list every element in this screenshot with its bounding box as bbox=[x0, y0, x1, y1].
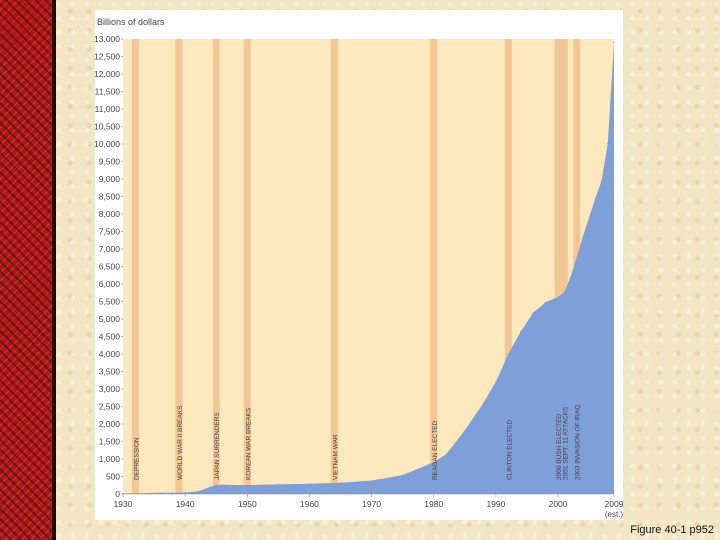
event-bar-6 bbox=[504, 39, 512, 494]
y-tick-label-5000: 5,000 bbox=[99, 314, 121, 324]
data-point-1988 bbox=[482, 402, 485, 404]
event-label-6: CLINTON ELECTED bbox=[506, 419, 513, 480]
x-tick-label-2000: 2000 bbox=[549, 499, 568, 509]
data-point-1944 bbox=[209, 486, 211, 488]
event-bar-8 bbox=[560, 39, 568, 494]
event-bar-7 bbox=[554, 39, 562, 494]
y-tick-label-3000: 3,000 bbox=[99, 384, 121, 394]
debt-chart: Billions of dollars DEPRESSION WORLD WAR … bbox=[94, 17, 624, 519]
figure-caption: Figure 40-1 p952 bbox=[630, 524, 714, 536]
y-tick-label-4500: 4,500 bbox=[99, 332, 121, 342]
y-tick-label-8500: 8,500 bbox=[99, 192, 121, 202]
event-bar-2 bbox=[212, 39, 220, 494]
y-tick-label-7000: 7,000 bbox=[99, 244, 121, 254]
data-point-1990 bbox=[495, 381, 497, 383]
y-tick-label-8000: 8,000 bbox=[99, 209, 121, 219]
x-tick-label-1960: 1960 bbox=[300, 499, 319, 509]
y-tick-label-3500: 3,500 bbox=[99, 367, 121, 377]
data-point-2002 bbox=[569, 276, 572, 278]
data-point-1942 bbox=[196, 490, 199, 493]
x-tick-label-1940: 1940 bbox=[176, 499, 195, 509]
decorative-side-border bbox=[0, 0, 56, 540]
event-label-4: VIETNAM WAR bbox=[332, 434, 339, 480]
data-point-2005 bbox=[588, 216, 590, 218]
event-bar-0 bbox=[131, 39, 139, 494]
x-tick-label-1990: 1990 bbox=[486, 499, 505, 509]
series-area-national-debt bbox=[123, 42, 614, 494]
event-label-9: 2003 INVASION OF IRAQ bbox=[575, 405, 582, 480]
y-tick-label-4000: 4,000 bbox=[99, 349, 121, 359]
y-tick-label-12500: 12,500 bbox=[95, 52, 120, 62]
y-tick-label-12000: 12,000 bbox=[95, 69, 120, 79]
data-point-1938 bbox=[172, 492, 174, 494]
x-tick-label-1980: 1980 bbox=[424, 499, 443, 509]
event-label-3: KOREAN WAR BREAKS bbox=[245, 407, 252, 480]
data-point-1955 bbox=[277, 483, 279, 486]
data-point-1996 bbox=[532, 312, 534, 314]
y-tick-label-6000: 6,000 bbox=[99, 279, 121, 289]
x-axis-note: (est.) bbox=[605, 510, 623, 519]
y-tick-label-10500: 10,500 bbox=[95, 122, 120, 132]
data-point-1936 bbox=[159, 492, 161, 494]
y-tick-label-500: 500 bbox=[106, 472, 120, 482]
data-point-1970 bbox=[371, 480, 373, 482]
data-point-1934 bbox=[147, 492, 149, 494]
x-tick-label-1930: 1930 bbox=[114, 499, 133, 509]
data-point-1940 bbox=[184, 491, 186, 494]
y-tick-label-9500: 9,500 bbox=[99, 157, 121, 167]
y-tick-label-1000: 1,000 bbox=[99, 454, 121, 464]
y-tick-label-9000: 9,000 bbox=[99, 174, 121, 184]
y-tick-label-1500: 1,500 bbox=[99, 437, 121, 447]
data-point-2000 bbox=[557, 296, 559, 298]
y-tick-label-7500: 7,500 bbox=[99, 227, 121, 237]
data-point-1946 bbox=[221, 483, 224, 486]
data-point-2004 bbox=[582, 235, 584, 238]
data-point-1960 bbox=[308, 483, 311, 485]
event-label-8: 2001 SEPT. 11 ATTACKS bbox=[562, 406, 569, 480]
data-point-1932 bbox=[134, 492, 137, 494]
data-point-2003 bbox=[576, 256, 578, 258]
event-bar-4 bbox=[330, 39, 338, 494]
event-label-1: WORLD WAR II BREAKS bbox=[177, 405, 184, 480]
event-label-0: DEPRESSION bbox=[133, 437, 140, 480]
y-tick-label-10000: 10,000 bbox=[95, 139, 120, 149]
y-axis-label: Billions of dollars bbox=[97, 17, 165, 27]
data-point-1998 bbox=[545, 301, 547, 303]
chart-panel: Billions of dollars DEPRESSION WORLD WAR … bbox=[94, 10, 624, 520]
data-point-2007 bbox=[600, 180, 603, 182]
event-label-5: REAGAN ELECTED bbox=[432, 420, 439, 480]
x-tick-label-1970: 1970 bbox=[362, 499, 381, 509]
y-tick-label-6500: 6,500 bbox=[99, 262, 121, 272]
data-point-1950 bbox=[246, 484, 248, 486]
data-point-1992 bbox=[507, 353, 509, 355]
event-bar-3 bbox=[243, 39, 251, 494]
event-label-2: JAPAN SURRENDERS bbox=[214, 412, 221, 480]
data-point-2001 bbox=[563, 291, 565, 293]
event-bar-1 bbox=[175, 39, 183, 494]
y-tick-label-11500: 11,500 bbox=[95, 87, 120, 97]
data-point-1948 bbox=[234, 484, 236, 486]
y-tick-label-11000: 11,000 bbox=[95, 104, 120, 114]
y-tick-label-5500: 5,500 bbox=[99, 297, 121, 307]
y-tick-label-2000: 2,000 bbox=[99, 419, 121, 429]
data-point-2008 bbox=[607, 142, 609, 144]
x-tick-label-2009: 2009 bbox=[605, 499, 623, 509]
data-point-1965 bbox=[339, 482, 342, 484]
event-bar-5 bbox=[430, 39, 438, 494]
data-point-1994 bbox=[520, 330, 522, 333]
data-point-2009 bbox=[613, 41, 615, 44]
data-point-1975 bbox=[402, 474, 404, 476]
x-tick-label-1950: 1950 bbox=[238, 499, 257, 509]
y-tick-label-0: 0 bbox=[115, 489, 120, 499]
data-point-2006 bbox=[594, 197, 596, 199]
data-point-1982 bbox=[445, 453, 447, 455]
data-point-1980 bbox=[433, 461, 435, 463]
y-tick-label-2500: 2,500 bbox=[99, 402, 121, 412]
data-point-1985 bbox=[464, 429, 466, 431]
data-point-1945 bbox=[215, 484, 217, 486]
event-label-7: 2000 BUSH ELECTED bbox=[556, 414, 563, 480]
y-tick-label-13000: 13,000 bbox=[95, 34, 120, 44]
